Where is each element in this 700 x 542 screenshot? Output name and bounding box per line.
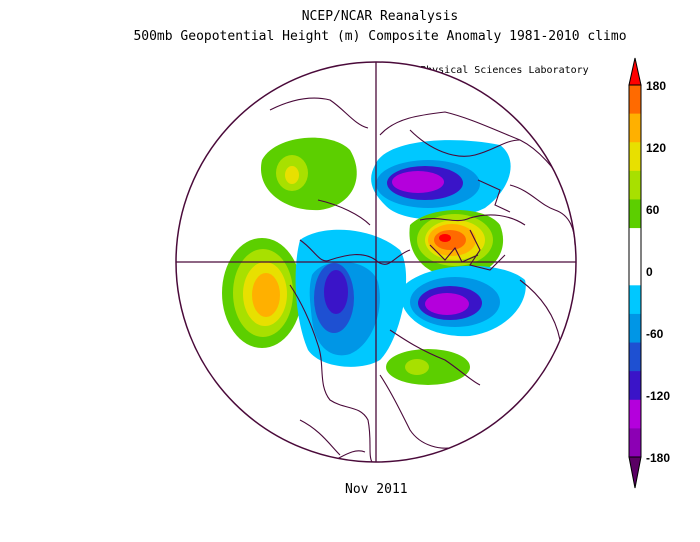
tick-label-180: 180: [646, 79, 666, 93]
anomaly-fields: [222, 137, 526, 385]
colorbar-segment: [629, 170, 641, 200]
colorbar-segments: [629, 85, 641, 458]
colorbar-segment: [629, 371, 641, 401]
anomaly-atlantic-high: [222, 238, 302, 348]
colorbar-segment: [629, 199, 641, 229]
colorbar-segment: [629, 113, 641, 143]
anomaly-bottom-high: [386, 349, 470, 385]
anomaly-arctic-low: [371, 140, 511, 220]
colorbar-segment: [629, 85, 641, 115]
colorbar-segment: [629, 228, 641, 258]
tick-label-minus-120: -120: [646, 389, 670, 403]
tick-label-120: 120: [646, 141, 666, 155]
colorbar-segment: [629, 342, 641, 372]
colorbar-top-arrow: [628, 57, 642, 86]
colorbar-segment: [629, 313, 641, 344]
colorbar-segment: [629, 285, 641, 315]
map-boundary: [175, 61, 577, 463]
anomaly-europe-low: [399, 265, 526, 337]
colorbar-bottom-arrow: [628, 456, 642, 489]
tick-label-minus-180: -180: [646, 451, 670, 465]
colorbar-segment: [629, 142, 641, 172]
anomaly-canada-low: [295, 229, 407, 367]
tick-label-0: 0: [646, 265, 653, 279]
title-line-2: 500mb Geopotential Height (m) Composite …: [133, 29, 627, 44]
colorbar-ticks: 180 120 60 0 -60 -120 -180: [646, 79, 670, 465]
anomaly-upper-left-high: [260, 137, 357, 211]
colorbar-segment: [629, 256, 641, 286]
colorbar-segment: [629, 399, 641, 429]
tick-label-minus-60: -60: [646, 327, 664, 341]
date-label: Nov 2011: [345, 482, 408, 497]
credit-label: NOAA Physical Sciences Laboratory: [390, 65, 589, 76]
title-line-1: NCEP/NCAR Reanalysis: [301, 9, 459, 24]
tick-label-60: 60: [646, 203, 660, 217]
colorbar-segment: [629, 428, 641, 458]
